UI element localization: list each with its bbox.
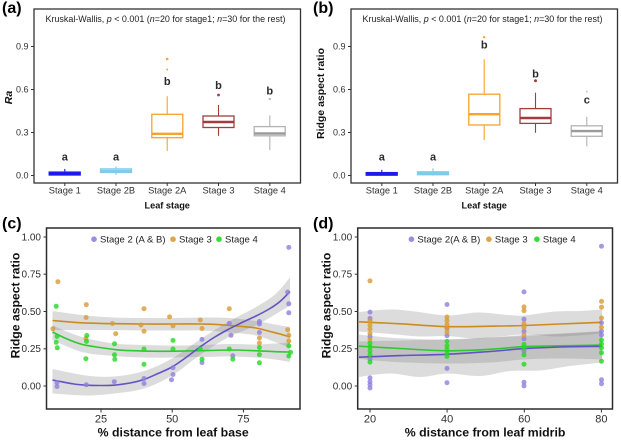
svg-text:Stage 1: Stage 1 — [366, 186, 398, 196]
svg-text:Stage 3: Stage 3 — [179, 235, 212, 246]
svg-text:c: c — [584, 95, 590, 107]
svg-text:(a): (a) — [2, 0, 22, 17]
svg-text:0.25: 0.25 — [333, 344, 353, 355]
svg-text:a: a — [113, 152, 120, 164]
svg-text:0.00: 0.00 — [333, 381, 353, 392]
svg-text:b: b — [532, 69, 539, 81]
svg-text:Ridge aspect ratio: Ridge aspect ratio — [315, 48, 327, 139]
svg-text:(b): (b) — [313, 0, 333, 17]
svg-text:b: b — [215, 80, 222, 92]
svg-text:0.0: 0.0 — [16, 171, 29, 181]
svg-text:Leaf stage: Leaf stage — [461, 201, 506, 211]
svg-text:0.6: 0.6 — [16, 85, 29, 95]
svg-text:60: 60 — [518, 414, 530, 426]
svg-text:(d): (d) — [313, 216, 333, 233]
svg-text:0.25: 0.25 — [22, 344, 42, 355]
svg-text:0.9: 0.9 — [333, 42, 346, 52]
svg-text:Kruskal-Wallis, p < 0.001 (n=2: Kruskal-Wallis, p < 0.001 (n=20 for stag… — [363, 14, 603, 24]
svg-text:Leaf stage: Leaf stage — [144, 201, 189, 211]
svg-text:0.75: 0.75 — [22, 270, 42, 281]
svg-text:Stage 2A: Stage 2A — [148, 186, 187, 196]
svg-text:0.3: 0.3 — [16, 128, 29, 138]
svg-text:Stage 3: Stage 3 — [495, 235, 528, 246]
svg-text:40: 40 — [441, 414, 453, 426]
svg-text:1.00: 1.00 — [333, 232, 353, 243]
svg-text:Stage 4: Stage 4 — [225, 235, 258, 246]
svg-text:Kruskal-Wallis, p < 0.001 (n=2: Kruskal-Wallis, p < 0.001 (n=20 for stag… — [46, 14, 286, 24]
svg-text:Stage 3: Stage 3 — [519, 186, 551, 196]
svg-text:% distance from leaf midrib: % distance from leaf midrib — [405, 426, 566, 440]
svg-text:Ridge aspect ratio: Ridge aspect ratio — [9, 253, 23, 359]
svg-text:Ra: Ra — [3, 91, 15, 105]
svg-text:Stage 4: Stage 4 — [254, 186, 286, 196]
svg-text:Stage 2A: Stage 2A — [465, 186, 504, 196]
svg-text:a: a — [379, 152, 386, 164]
svg-text:0.50: 0.50 — [22, 307, 42, 318]
svg-text:0.75: 0.75 — [333, 270, 353, 281]
svg-text:Stage 3: Stage 3 — [202, 186, 234, 196]
svg-text:Stage 1: Stage 1 — [49, 186, 81, 196]
svg-text:Stage 4: Stage 4 — [571, 186, 603, 196]
svg-text:Stage 4: Stage 4 — [543, 235, 576, 246]
svg-text:0.0: 0.0 — [333, 171, 346, 181]
svg-text:0.00: 0.00 — [22, 381, 42, 392]
svg-text:a: a — [62, 152, 69, 164]
svg-text:0.50: 0.50 — [333, 307, 353, 318]
svg-text:0.3: 0.3 — [333, 128, 346, 138]
svg-text:b: b — [481, 40, 488, 52]
svg-text:0.9: 0.9 — [16, 42, 29, 52]
svg-text:75: 75 — [237, 414, 249, 426]
svg-text:Stage 2B: Stage 2B — [414, 186, 452, 196]
svg-text:Ridge aspect ratio: Ridge aspect ratio — [320, 253, 334, 359]
svg-text:1.00: 1.00 — [22, 232, 42, 243]
svg-text:b: b — [266, 86, 273, 98]
svg-text:50: 50 — [166, 414, 178, 426]
svg-text:0.6: 0.6 — [333, 85, 346, 95]
svg-text:25: 25 — [95, 414, 107, 426]
svg-text:Stage 2(A & B): Stage 2(A & B) — [417, 235, 480, 246]
svg-text:Stage 2 (A & B): Stage 2 (A & B) — [100, 235, 165, 246]
svg-text:20: 20 — [364, 414, 376, 426]
svg-text:80: 80 — [595, 414, 607, 426]
svg-text:b: b — [164, 76, 171, 88]
svg-text:% distance from leaf base: % distance from leaf base — [98, 426, 249, 440]
svg-text:Stage 2B: Stage 2B — [97, 186, 135, 196]
svg-text:a: a — [430, 152, 437, 164]
svg-text:(c): (c) — [2, 216, 22, 233]
